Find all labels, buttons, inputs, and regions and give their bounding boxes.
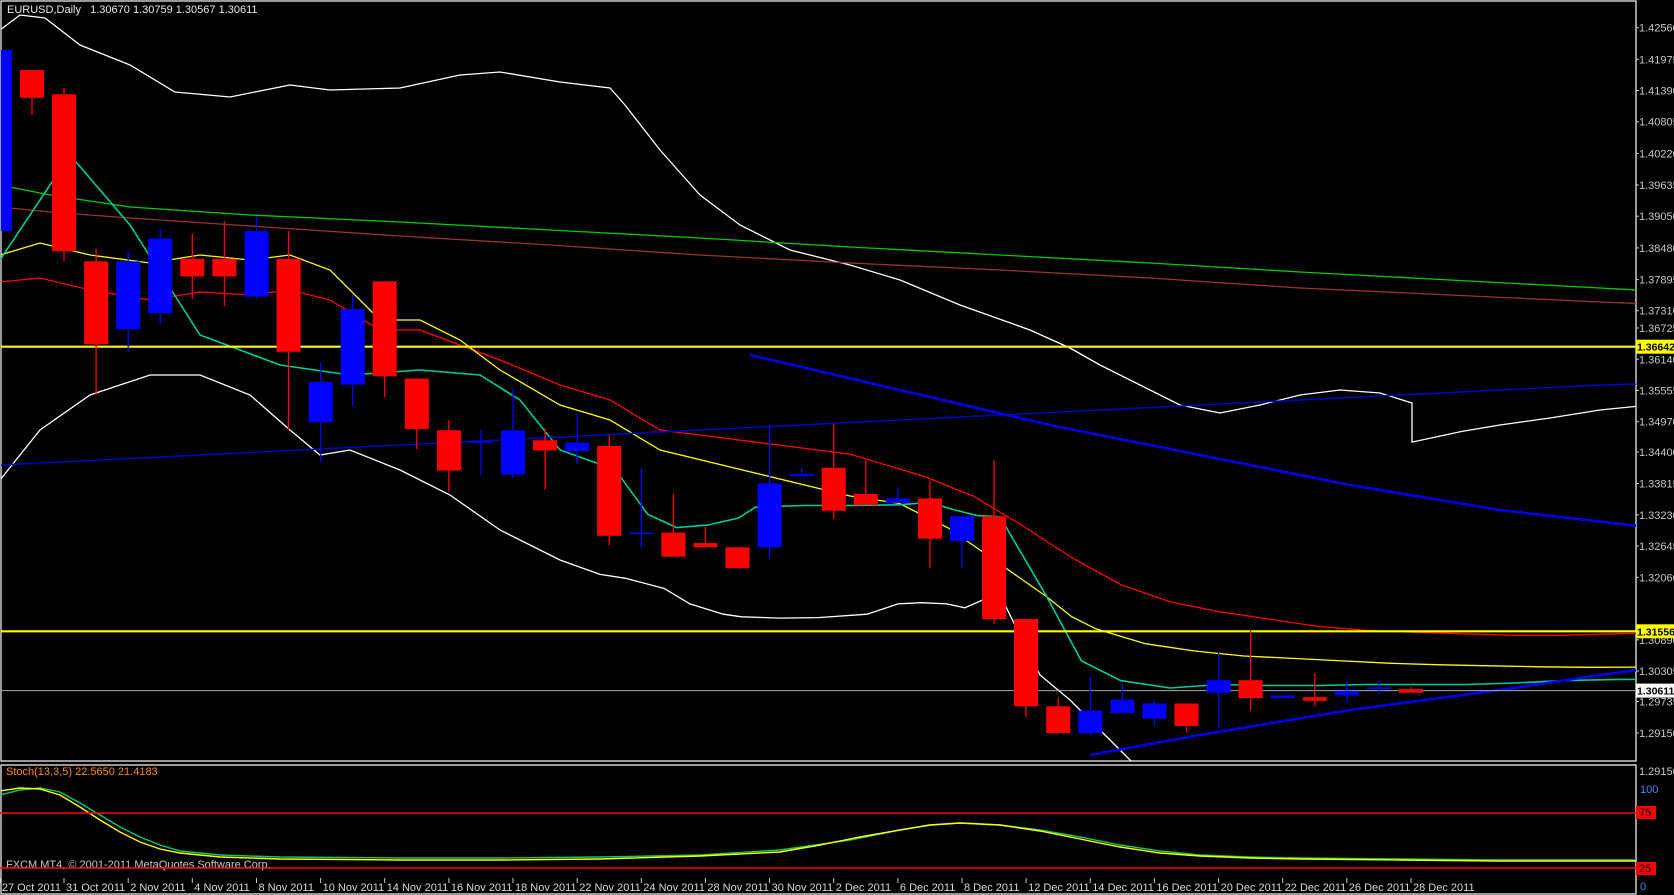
svg-text:1.31556: 1.31556: [1637, 626, 1674, 638]
svg-text:16 Nov 2011: 16 Nov 2011: [451, 882, 513, 894]
svg-text:1.37310: 1.37310: [1639, 306, 1674, 318]
svg-text:26 Dec 2011: 26 Dec 2011: [1349, 882, 1411, 894]
svg-text:10 Nov 2011: 10 Nov 2011: [323, 882, 385, 894]
svg-text:2 Dec 2011: 2 Dec 2011: [836, 882, 891, 894]
svg-text:20 Dec 2011: 20 Dec 2011: [1221, 882, 1283, 894]
svg-text:1.36140: 1.36140: [1639, 354, 1674, 366]
svg-text:24 Nov 2011: 24 Nov 2011: [643, 882, 705, 894]
svg-text:22 Dec 2011: 22 Dec 2011: [1285, 882, 1347, 894]
svg-text:0: 0: [1640, 881, 1646, 893]
svg-text:1.42560: 1.42560: [1639, 23, 1674, 35]
svg-text:1.41975: 1.41975: [1639, 54, 1674, 66]
svg-text:FXCM MT4, © 2001-2011 MetaQuot: FXCM MT4, © 2001-2011 MetaQuotes Softwar…: [6, 859, 271, 871]
svg-text:1.30305: 1.30305: [1639, 666, 1674, 678]
svg-text:1.34970: 1.34970: [1639, 417, 1674, 429]
svg-text:EURUSD,Daily 1.30670 1.30759: EURUSD,Daily 1.30670 1.30759 1.30567 1.3…: [7, 4, 258, 16]
svg-text:1.36725: 1.36725: [1639, 323, 1674, 335]
svg-text:75: 75: [1639, 807, 1651, 819]
svg-text:1.34400: 1.34400: [1639, 447, 1674, 459]
svg-text:1.29150: 1.29150: [1639, 766, 1674, 778]
svg-text:28 Dec 2011: 28 Dec 2011: [1413, 882, 1475, 894]
svg-text:Stoch(13,3,5) 22.5650 21.4183: Stoch(13,3,5) 22.5650 21.4183: [6, 766, 158, 778]
svg-text:27 Oct 2011: 27 Oct 2011: [2, 882, 61, 894]
svg-text:30 Nov 2011: 30 Nov 2011: [772, 882, 834, 894]
svg-text:1.35555: 1.35555: [1639, 386, 1674, 398]
svg-text:6 Dec 2011: 6 Dec 2011: [900, 882, 955, 894]
svg-text:1.32645: 1.32645: [1639, 541, 1674, 553]
svg-text:100: 100: [1640, 784, 1658, 796]
svg-text:2 Nov 2011: 2 Nov 2011: [130, 882, 185, 894]
svg-text:1.30611: 1.30611: [1637, 686, 1674, 698]
svg-text:8 Nov 2011: 8 Nov 2011: [259, 882, 314, 894]
svg-text:31 Oct 2011: 31 Oct 2011: [66, 882, 125, 894]
svg-text:1.39635: 1.39635: [1639, 180, 1674, 192]
svg-text:8 Dec 2011: 8 Dec 2011: [964, 882, 1019, 894]
svg-text:1.38480: 1.38480: [1639, 243, 1674, 255]
svg-text:1.36642: 1.36642: [1637, 342, 1674, 354]
svg-text:14 Dec 2011: 14 Dec 2011: [1092, 882, 1154, 894]
svg-text:1.41390: 1.41390: [1639, 86, 1674, 98]
svg-text:1.33815: 1.33815: [1639, 479, 1674, 491]
svg-text:1.29735: 1.29735: [1639, 697, 1674, 709]
svg-text:25: 25: [1639, 863, 1651, 875]
svg-text:16 Dec 2011: 16 Dec 2011: [1156, 882, 1218, 894]
svg-text:1.39050: 1.39050: [1639, 211, 1674, 223]
svg-text:12 Dec 2011: 12 Dec 2011: [1028, 882, 1090, 894]
svg-text:1.40220: 1.40220: [1639, 148, 1674, 160]
svg-text:22 Nov 2011: 22 Nov 2011: [579, 882, 641, 894]
svg-text:28 Nov 2011: 28 Nov 2011: [707, 882, 769, 894]
svg-text:1.37895: 1.37895: [1639, 275, 1674, 287]
svg-text:14 Nov 2011: 14 Nov 2011: [387, 882, 449, 894]
svg-text:18 Nov 2011: 18 Nov 2011: [515, 882, 577, 894]
svg-text:1.32060: 1.32060: [1639, 572, 1674, 584]
svg-text:1.33230: 1.33230: [1639, 510, 1674, 522]
svg-text:4 Nov 2011: 4 Nov 2011: [194, 882, 249, 894]
svg-text:1.40805: 1.40805: [1639, 117, 1674, 129]
svg-text:1.29150: 1.29150: [1639, 728, 1674, 740]
